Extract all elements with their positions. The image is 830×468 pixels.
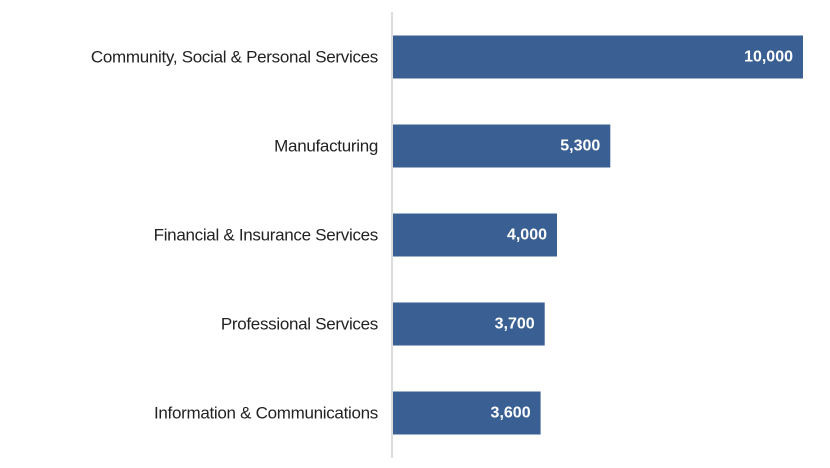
category-label-3: Professional Services xyxy=(221,315,378,334)
value-label-4: 3,600 xyxy=(491,405,531,422)
bar-4 xyxy=(393,391,541,435)
bar-3 xyxy=(393,302,545,346)
bar-0 xyxy=(393,35,803,79)
category-label-2: Financial & Insurance Services xyxy=(154,226,378,245)
category-label-4: Information & Communications xyxy=(154,404,378,423)
value-labels-group: 10,000 5,300 4,000 3,700 3,600 xyxy=(491,49,794,422)
bar-1 xyxy=(393,124,611,168)
category-labels-group: Community, Social & Personal Services Man… xyxy=(91,48,378,423)
value-label-1: 5,300 xyxy=(560,138,600,155)
category-label-0: Community, Social & Personal Services xyxy=(91,48,378,67)
value-label-2: 4,000 xyxy=(507,227,547,244)
value-label-0: 10,000 xyxy=(744,49,793,66)
bar-2 xyxy=(393,213,557,257)
value-label-3: 3,700 xyxy=(495,316,535,333)
category-label-1: Manufacturing xyxy=(274,137,378,156)
bars-group xyxy=(393,35,803,435)
